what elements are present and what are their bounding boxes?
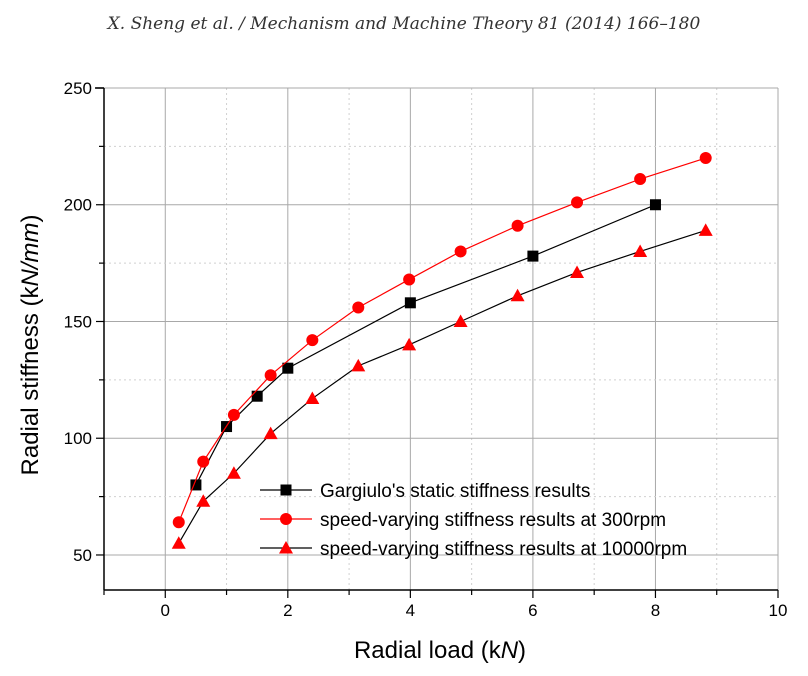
data-point: [351, 358, 366, 372]
series-plots: [171, 152, 713, 549]
y-tick-label: 50: [73, 546, 92, 565]
legend: Gargiulo's static stiffness results speed…: [260, 481, 687, 560]
y-tick-label: 200: [64, 196, 92, 215]
series-2: [172, 152, 712, 529]
data-point: [527, 250, 539, 262]
data-point: [403, 273, 416, 286]
y-axis-title: Radial stiffness (kN/mm): [17, 215, 44, 476]
y-tick-label: 100: [64, 429, 92, 448]
data-point: [197, 455, 210, 468]
data-point: [453, 314, 468, 327]
x-tick-label: 8: [651, 601, 660, 620]
legend-label: Gargiulo's static stiffness results: [320, 481, 590, 502]
legend-marker: [280, 513, 292, 525]
legend-label: speed-varying stiffness results at 300rp…: [320, 510, 666, 531]
data-point: [306, 334, 319, 347]
series-1: [190, 199, 661, 491]
legend-marker: [280, 484, 292, 496]
data-point: [196, 494, 211, 507]
citation-header: X. Sheng et al. / Mechanism and Machine …: [107, 14, 701, 34]
data-point: [511, 219, 524, 232]
data-point: [263, 426, 278, 440]
data-point: [305, 391, 320, 405]
data-point: [282, 362, 294, 374]
data-point: [404, 297, 416, 309]
series-3: [171, 223, 713, 549]
legend-marker: [279, 541, 293, 554]
data-point: [633, 244, 648, 257]
x-tick-label: 2: [283, 601, 292, 620]
data-point: [190, 479, 202, 491]
x-tick-label: 10: [769, 601, 788, 620]
data-point: [649, 199, 661, 211]
data-point: [227, 408, 240, 421]
series-line: [178, 157, 706, 523]
x-tick-label: 0: [161, 601, 170, 620]
y-tick-label: 250: [64, 79, 92, 98]
x-axis-title: Radial load (kN): [354, 637, 526, 664]
axes: 0 2 4 6 8 10 50 100 150 200 250: [64, 79, 788, 620]
data-point: [226, 466, 241, 479]
data-point: [510, 288, 525, 302]
grid-lines: [104, 87, 779, 590]
data-point: [352, 301, 365, 314]
data-point: [571, 196, 584, 209]
data-point: [264, 369, 277, 382]
series-line: [195, 204, 656, 486]
data-point: [171, 536, 186, 549]
x-tick-label: 4: [406, 601, 415, 620]
data-point: [699, 152, 712, 165]
legend-label: speed-varying stiffness results at 10000…: [320, 539, 687, 560]
data-point: [172, 516, 185, 529]
data-point: [634, 173, 647, 186]
data-point: [570, 265, 585, 278]
x-tick-label: 6: [528, 601, 537, 620]
data-point: [698, 223, 713, 236]
y-tick-label: 150: [64, 312, 92, 331]
data-point: [251, 390, 263, 402]
data-point: [454, 245, 467, 258]
data-point: [402, 337, 417, 351]
